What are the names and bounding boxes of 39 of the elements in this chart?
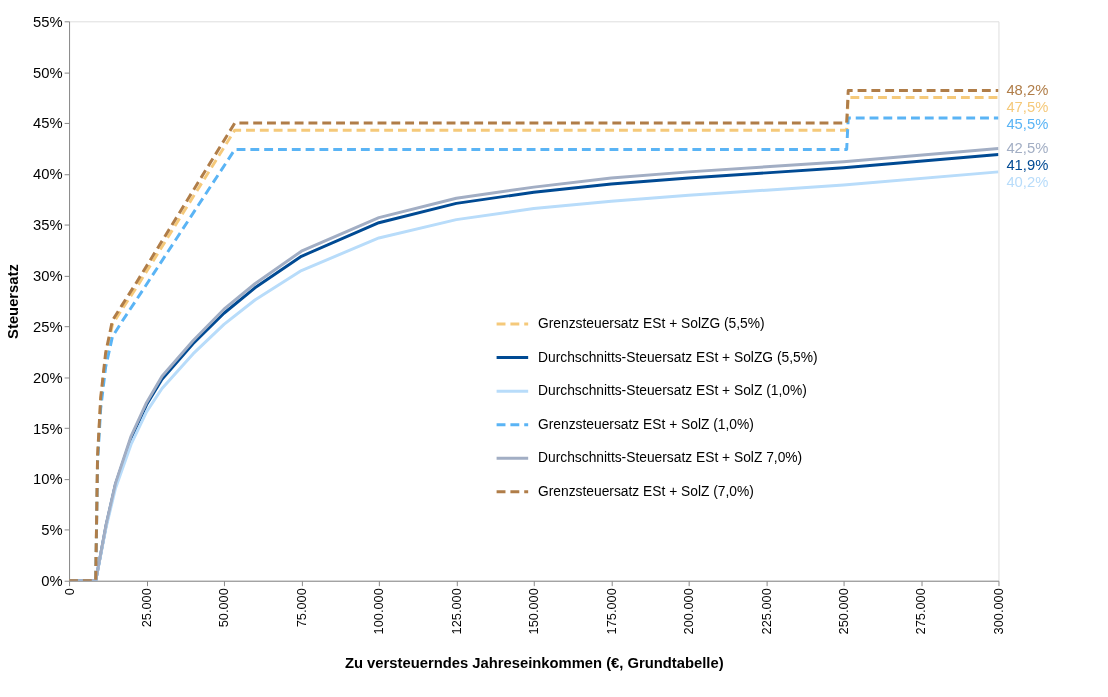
y-tick-label: 35% — [33, 217, 63, 234]
y-tick-label: 55% — [33, 13, 63, 30]
x-tick-label: 50.000 — [216, 588, 232, 628]
data-label: 48,2% — [1006, 82, 1049, 99]
y-tick-label: 50% — [33, 64, 63, 81]
y-tick-label: 0% — [41, 573, 63, 590]
x-tick-label: 0 — [61, 588, 77, 596]
x-tick-label: 225.000 — [758, 588, 774, 635]
y-tick-label: 40% — [33, 166, 63, 183]
legend-label: Durchschnitts-Steuersatz ESt + SolZG (5,5%) — [538, 348, 818, 365]
data-label: 42,5% — [1006, 140, 1049, 157]
y-axis-title: Steuersatz — [5, 264, 22, 339]
x-tick-label: 100.000 — [371, 588, 387, 635]
data-label: 47,5% — [1006, 99, 1049, 116]
data-label: 45,5% — [1006, 115, 1049, 132]
y-tick-label: 25% — [33, 318, 63, 335]
x-tick-label: 250.000 — [836, 588, 852, 635]
data-label: 41,9% — [1006, 157, 1049, 174]
legend-label: Grenzsteuersatz ESt + SolZ (1,0%) — [538, 415, 754, 432]
legend-label: Grenzsteuersatz ESt + SolZ (7,0%) — [538, 482, 754, 499]
x-tick-label: 75.000 — [293, 588, 309, 628]
x-tick-label: 125.000 — [448, 588, 464, 635]
y-tick-label: 45% — [33, 115, 63, 132]
data-label: 40,2% — [1006, 173, 1049, 190]
x-tick-label: 175.000 — [603, 588, 619, 635]
x-tick-label: 150.000 — [526, 588, 542, 635]
x-axis-title: Zu versteuerndes Jahreseinkommen (€, Grundtabelle) — [344, 655, 724, 672]
y-tick-label: 15% — [33, 420, 63, 437]
x-tick-label: 25.000 — [138, 588, 154, 628]
y-tick-label: 5% — [41, 522, 63, 539]
x-tick-label: 300.000 — [990, 588, 1006, 635]
legend-label: Durchschnitts-Steuersatz ESt + SolZ 7,0%) — [538, 449, 803, 466]
x-tick-label: 200.000 — [681, 588, 697, 635]
legend-label: Grenzsteuersatz ESt + SolZG (5,5%) — [538, 315, 765, 331]
legend-label: Durchschnitts-Steuersatz ESt + SolZ (1,0%) — [538, 382, 807, 399]
y-tick-label: 30% — [33, 268, 63, 285]
y-tick-label: 20% — [33, 369, 63, 386]
x-tick-label: 275.000 — [913, 588, 929, 635]
y-tick-label: 10% — [33, 471, 63, 488]
